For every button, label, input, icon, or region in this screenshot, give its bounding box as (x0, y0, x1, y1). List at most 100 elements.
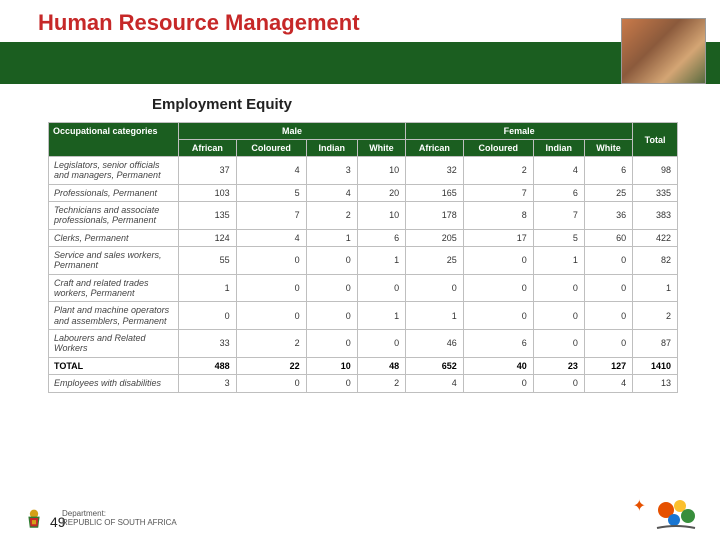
cell-value: 1 (357, 247, 405, 275)
cell-value: 1 (406, 302, 464, 330)
cell-value: 36 (584, 202, 632, 230)
cell-value: 82 (633, 247, 678, 275)
row-label: TOTAL (49, 357, 179, 374)
department-text: Department: REPUBLIC OF SOUTH AFRICA (62, 510, 177, 528)
cell-value: 0 (584, 247, 632, 275)
col-group-male: Male (179, 123, 406, 140)
cell-value: 4 (533, 157, 584, 185)
footer-logo-icon (652, 490, 700, 532)
cell-value: 1 (357, 302, 405, 330)
cell-value: 10 (306, 357, 357, 374)
cell-value: 6 (357, 229, 405, 246)
cell-value: 0 (533, 302, 584, 330)
cell-value: 22 (236, 357, 306, 374)
cell-value: 10 (357, 157, 405, 185)
col-occupational: Occupational categories (49, 123, 179, 157)
page-title: Human Resource Management (38, 10, 360, 36)
cell-value: 4 (584, 375, 632, 392)
cell-value: 7 (463, 184, 533, 201)
cell-value: 2 (236, 330, 306, 358)
cell-value: 2 (306, 202, 357, 230)
dept-republic: REPUBLIC OF SOUTH AFRICA (62, 519, 177, 528)
cell-value: 3 (306, 157, 357, 185)
cell-value: 0 (533, 375, 584, 392)
cell-value: 0 (463, 274, 533, 302)
cell-value: 25 (584, 184, 632, 201)
cell-value: 0 (236, 247, 306, 275)
cell-value: 0 (179, 302, 237, 330)
cell-value: 32 (406, 157, 464, 185)
cell-value: 135 (179, 202, 237, 230)
sub-african-f: African (406, 140, 464, 157)
table-row: Labourers and Related Workers33200466008… (49, 330, 678, 358)
cell-value: 0 (584, 330, 632, 358)
sub-indian-f: Indian (533, 140, 584, 157)
cell-value: 23 (533, 357, 584, 374)
cell-value: 127 (584, 357, 632, 374)
cell-value: 3 (179, 375, 237, 392)
cell-value: 60 (584, 229, 632, 246)
row-label: Technicians and associate professionals,… (49, 202, 179, 230)
col-group-female: Female (406, 123, 633, 140)
cell-value: 0 (463, 247, 533, 275)
cell-value: 1 (179, 274, 237, 302)
cell-value: 1 (533, 247, 584, 275)
cell-value: 0 (533, 274, 584, 302)
cell-value: 0 (236, 302, 306, 330)
cell-value: 0 (357, 330, 405, 358)
table-row: TOTAL48822104865240231271410 (49, 357, 678, 374)
cell-value: 5 (533, 229, 584, 246)
sub-white-f: White (584, 140, 632, 157)
cell-value: 6 (533, 184, 584, 201)
cell-value: 4 (236, 229, 306, 246)
sub-indian-m: Indian (306, 140, 357, 157)
table-row: Legislators, senior officials and manage… (49, 157, 678, 185)
table-row: Craft and related trades workers, Perman… (49, 274, 678, 302)
cell-value: 0 (306, 375, 357, 392)
cell-value: 178 (406, 202, 464, 230)
equity-table: Occupational categories Male Female Tota… (48, 122, 678, 393)
header-photo (621, 18, 706, 84)
cell-value: 0 (584, 274, 632, 302)
cell-value: 0 (463, 302, 533, 330)
sub-coloured-f: Coloured (463, 140, 533, 157)
header-bar (0, 42, 720, 84)
cell-value: 6 (463, 330, 533, 358)
cell-value: 4 (306, 184, 357, 201)
cell-value: 1 (306, 229, 357, 246)
table-row: Clerks, Permanent12441620517560422 (49, 229, 678, 246)
cell-value: 0 (306, 302, 357, 330)
star-icon: ✦ (633, 496, 646, 516)
cell-value: 25 (406, 247, 464, 275)
cell-value: 1410 (633, 357, 678, 374)
coat-of-arms-icon (20, 504, 48, 532)
cell-value: 0 (463, 375, 533, 392)
cell-value: 124 (179, 229, 237, 246)
cell-value: 4 (406, 375, 464, 392)
cell-value: 0 (236, 375, 306, 392)
cell-value: 7 (533, 202, 584, 230)
sub-coloured-m: Coloured (236, 140, 306, 157)
table-row: Employees with disabilities3002400413 (49, 375, 678, 392)
cell-value: 13 (633, 375, 678, 392)
cell-value: 0 (584, 302, 632, 330)
cell-value: 20 (357, 184, 405, 201)
cell-value: 8 (463, 202, 533, 230)
cell-value: 422 (633, 229, 678, 246)
cell-value: 0 (357, 274, 405, 302)
cell-value: 0 (306, 330, 357, 358)
cell-value: 7 (236, 202, 306, 230)
row-label: Professionals, Permanent (49, 184, 179, 201)
cell-value: 652 (406, 357, 464, 374)
cell-value: 383 (633, 202, 678, 230)
cell-value: 0 (306, 274, 357, 302)
cell-value: 0 (306, 247, 357, 275)
col-total: Total (633, 123, 678, 157)
cell-value: 2 (357, 375, 405, 392)
cell-value: 335 (633, 184, 678, 201)
table-row: Plant and machine operators and assemble… (49, 302, 678, 330)
cell-value: 6 (584, 157, 632, 185)
section-subtitle: Employment Equity (152, 96, 292, 113)
table-row: Technicians and associate professionals,… (49, 202, 678, 230)
cell-value: 48 (357, 357, 405, 374)
